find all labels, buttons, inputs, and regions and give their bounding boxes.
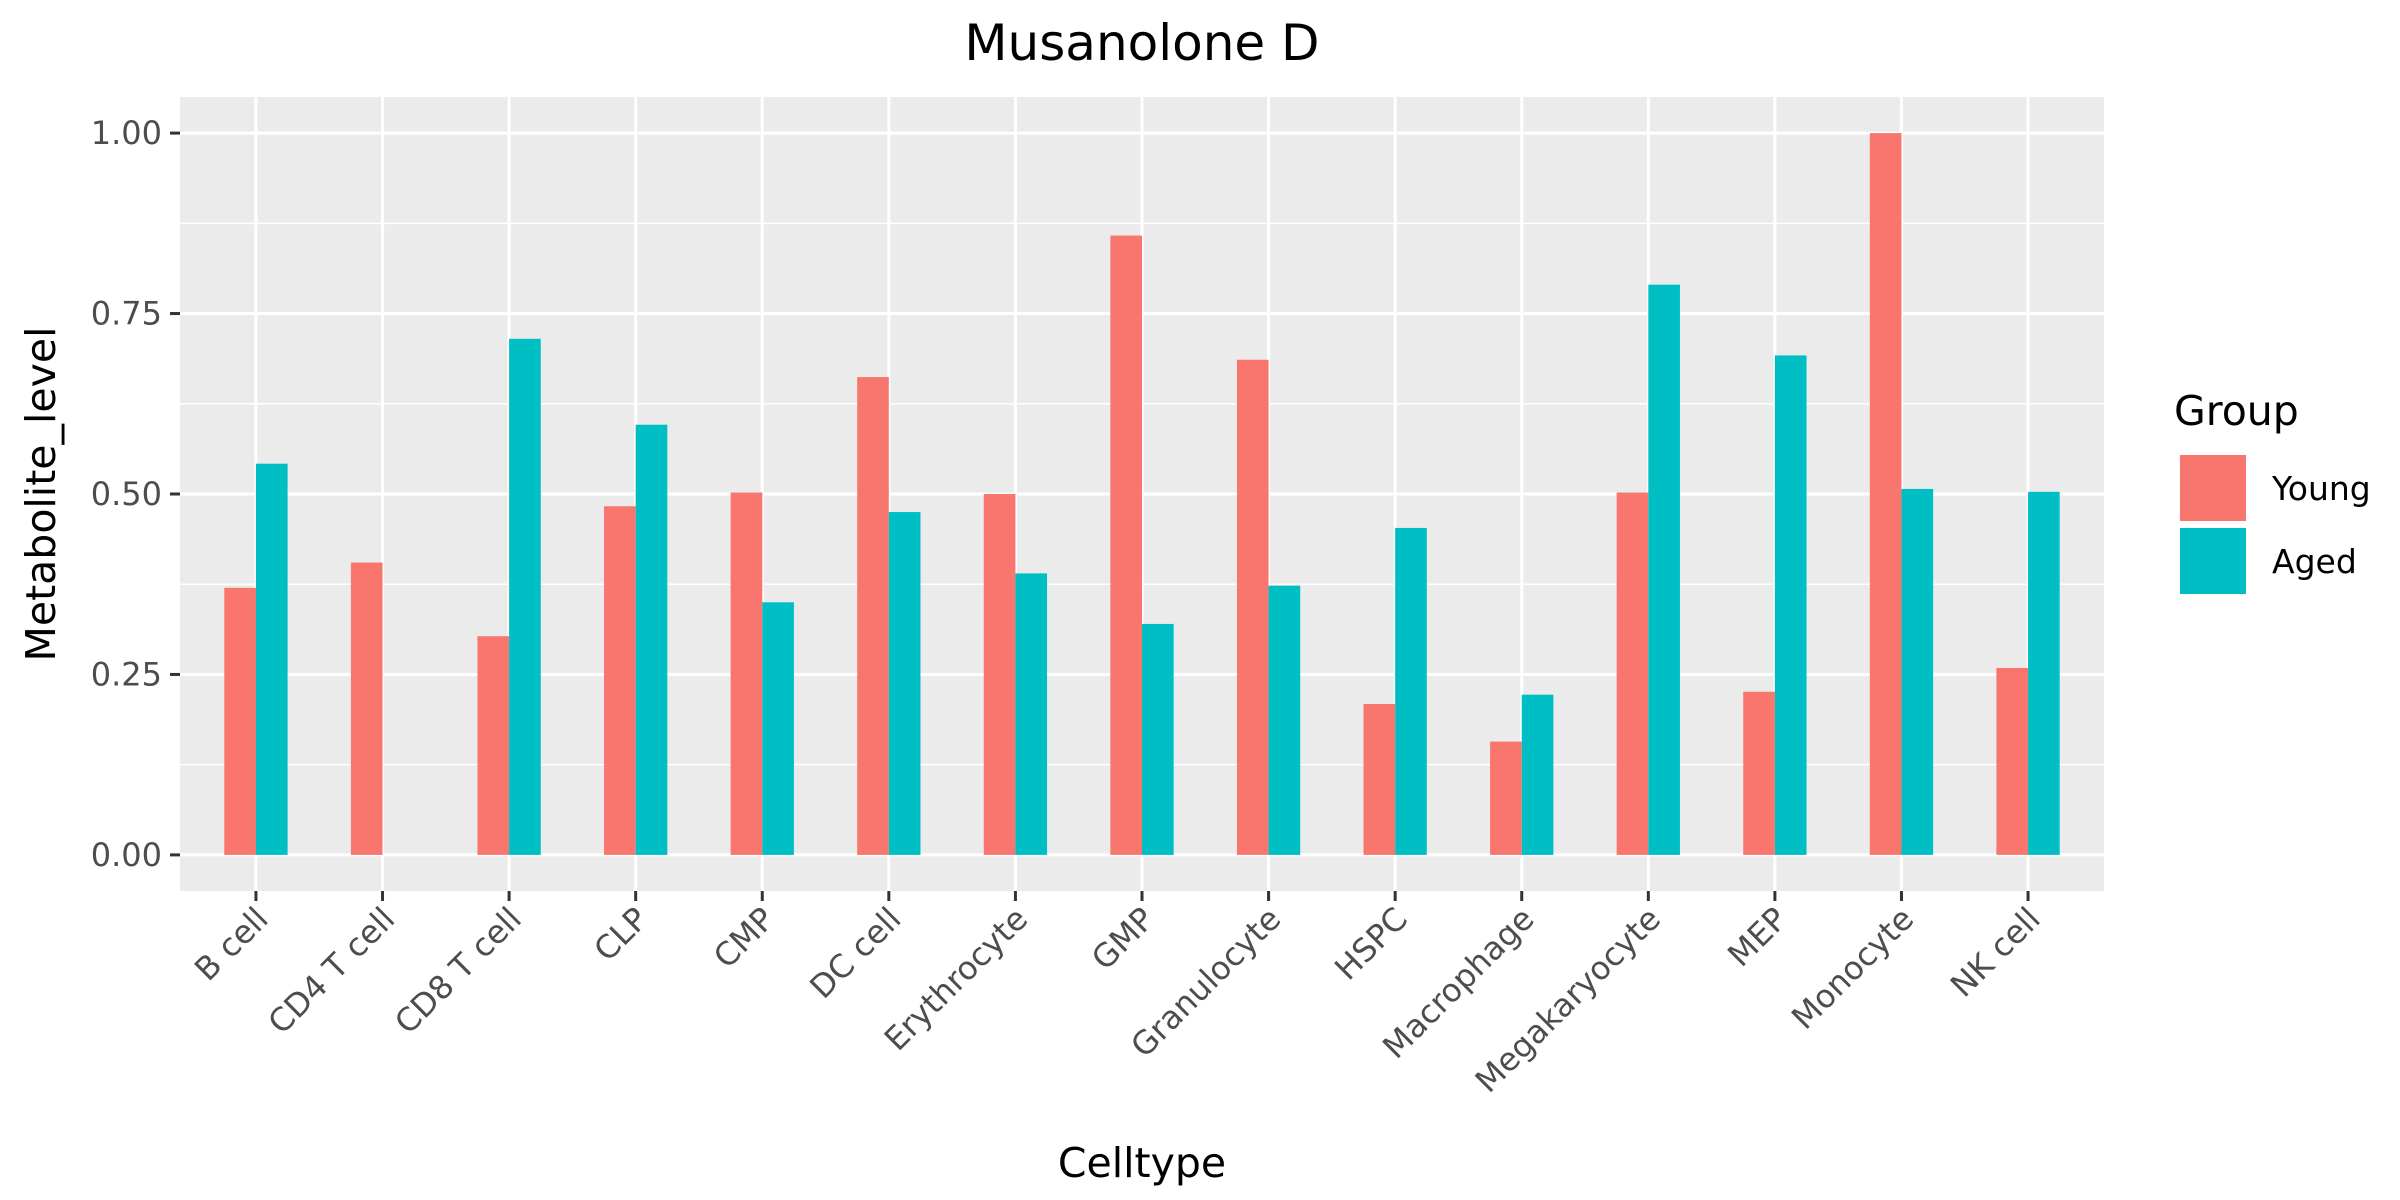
bar-young-gmp	[1110, 235, 1142, 855]
x-tick-label: HSPC	[1327, 900, 1415, 988]
bar-young-cmp	[730, 492, 763, 855]
bar-aged-nk-cell	[2028, 491, 2060, 855]
bar-young-granulocyte	[1236, 359, 1269, 855]
x-tick-label: Monocyte	[1784, 900, 1921, 1037]
bar-young-erythrocyte	[983, 494, 1016, 855]
legend-key-young	[2180, 455, 2246, 521]
bar-young-macrophage	[1490, 741, 1522, 855]
bar-aged-mep	[1774, 355, 1807, 855]
x-tick-label: GMP	[1084, 900, 1162, 978]
legend-key-aged	[2180, 528, 2246, 594]
x-tick-label: NK cell	[1943, 900, 2048, 1005]
bar-young-clp	[604, 506, 636, 855]
x-axis-title: Celltype	[1058, 1139, 1226, 1187]
bar-aged-cd8-t-cell	[509, 338, 541, 855]
bar-aged-cmp	[762, 602, 794, 855]
legend-title: Group	[2174, 387, 2299, 435]
bar-young-nk-cell	[1996, 667, 2029, 855]
y-tick-label: 0.50	[91, 475, 162, 513]
bar-aged-macrophage	[1521, 694, 1554, 855]
bar-aged-b-cell	[255, 463, 288, 855]
bar-young-monocyte	[1869, 133, 1902, 855]
bar-aged-gmp	[1142, 623, 1174, 855]
bar-young-dc-cell	[857, 377, 889, 855]
y-tick-label: 0.75	[91, 295, 162, 333]
y-axis-title: Metabolite_level	[17, 327, 65, 662]
bar-aged-clp	[635, 424, 668, 855]
legend: Group Young Aged	[2174, 387, 2371, 594]
bars-group	[224, 133, 2060, 855]
chart-title: Musanolone D	[964, 14, 1319, 72]
bar-young-mep	[1743, 691, 1775, 855]
y-axis: 0.00 0.25 0.50 0.75 1.00	[91, 114, 180, 874]
bar-aged-granulocyte	[1268, 585, 1301, 855]
bar-young-b-cell	[224, 587, 256, 855]
bar-young-cd4-t-cell	[350, 562, 383, 855]
y-tick-label: 0.00	[91, 836, 162, 874]
bar-aged-hspc	[1395, 527, 1427, 855]
x-tick-label: CD8 T cell	[387, 900, 529, 1042]
x-tick-label: CMP	[706, 900, 782, 976]
bar-aged-megakaryocyte	[1648, 284, 1680, 855]
x-tick-label: CD4 T cell	[261, 900, 403, 1042]
x-tick-label: CLP	[586, 900, 655, 969]
x-tick-label: MEP	[1720, 900, 1794, 974]
bar-young-hspc	[1363, 704, 1396, 855]
x-tick-label: DC cell	[802, 900, 908, 1006]
legend-label-aged: Aged	[2272, 542, 2357, 581]
y-tick-label: 1.00	[91, 114, 162, 152]
bar-aged-dc-cell	[888, 512, 921, 855]
x-tick-label: B cell	[187, 900, 276, 989]
bar-young-cd8-t-cell	[477, 636, 510, 855]
bar-aged-monocyte	[1901, 488, 1934, 855]
legend-label-young: Young	[2271, 469, 2371, 508]
bar-aged-erythrocyte	[1015, 573, 1048, 855]
bar-young-megakaryocyte	[1616, 492, 1649, 855]
y-tick-label: 0.25	[91, 655, 162, 693]
